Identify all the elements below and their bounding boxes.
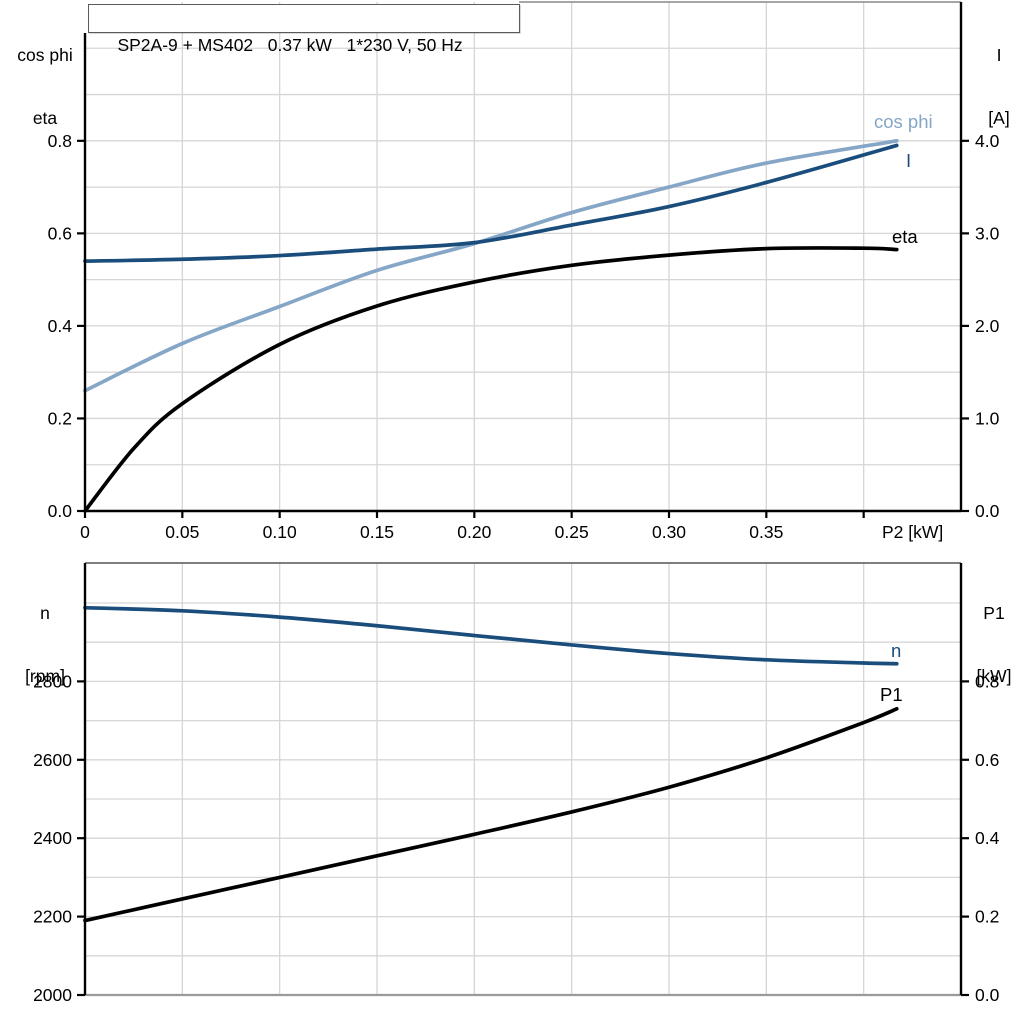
chart-title: SP2A-9 + MS402 0.37 kW 1*230 V, 50 Hz — [117, 35, 463, 55]
curve-label-p1: P1 — [880, 684, 903, 705]
axis-title-eta: eta — [32, 108, 58, 128]
curve-i — [83, 143, 899, 263]
left-tick-label: 2600 — [33, 750, 72, 770]
bottom-left-axis-title: n [rpm] — [6, 561, 84, 729]
right-tick-label: 0.0 — [975, 985, 1000, 1005]
left-tick-label: 0.4 — [48, 316, 73, 336]
axis-title-cosphi: cos phi — [17, 45, 73, 65]
left-tick-label: 2400 — [33, 828, 72, 848]
top-right-axis-title: I [A] — [976, 3, 1022, 171]
axis-title-speed-unit: [rpm] — [25, 666, 65, 686]
axis-title-current-unit: [A] — [988, 108, 1010, 128]
curve-eta — [83, 246, 899, 513]
right-tick-label: 0.8 — [975, 671, 999, 691]
x-tick-label: 0.05 — [165, 522, 199, 542]
axis-title-current: I — [996, 45, 1002, 65]
left-tick-label: 0.0 — [48, 501, 73, 521]
chart-title-box: SP2A-9 + MS402 0.37 kW 1*230 V, 50 Hz — [88, 4, 520, 55]
left-tick-label: 2000 — [33, 985, 72, 1005]
x-tick-label: 0.35 — [749, 522, 783, 542]
right-tick-label: 2.0 — [975, 316, 1000, 336]
left-tick-label: 0.6 — [48, 223, 72, 243]
x-tick-label: 0.25 — [555, 522, 589, 542]
x-tick-label: 0.15 — [360, 522, 394, 542]
curve-p1 — [83, 706, 899, 923]
curve-label-i: I — [906, 150, 911, 171]
curve-label-n: n — [891, 640, 901, 661]
right-tick-label: 0.6 — [975, 750, 999, 770]
right-tick-label: 0.0 — [975, 501, 1000, 521]
right-tick-label: 1.0 — [975, 408, 1000, 428]
left-tick-label: 0.8 — [48, 131, 72, 151]
right-tick-label: 0.4 — [975, 828, 1000, 848]
left-tick-label: 2200 — [33, 907, 72, 927]
left-tick-label: 0.2 — [48, 408, 72, 428]
bottom-right-axis-title: P1 [kW] — [964, 561, 1024, 729]
top-left-axis-title: cos phi eta — [6, 3, 84, 171]
right-tick-label: 3.0 — [975, 223, 1000, 243]
x-tick-label: 0.20 — [457, 522, 491, 542]
x-axis-title: P2 [kW] — [882, 522, 943, 542]
x-tick-label: 0.10 — [263, 522, 297, 542]
right-tick-label: 4.0 — [975, 131, 1000, 151]
axis-title-speed: n — [40, 603, 50, 623]
right-tick-label: 0.2 — [975, 907, 999, 927]
x-tick-label: 0 — [80, 522, 90, 542]
axis-title-p1-unit: [kW] — [976, 666, 1012, 686]
axis-title-p1: P1 — [983, 603, 1005, 623]
curve-label-eta: eta — [892, 226, 918, 247]
left-tick-label: 2800 — [33, 671, 72, 691]
x-tick-label: 0.30 — [652, 522, 686, 542]
curve-n — [83, 605, 899, 666]
curve-label-cos-phi: cos phi — [874, 111, 933, 132]
